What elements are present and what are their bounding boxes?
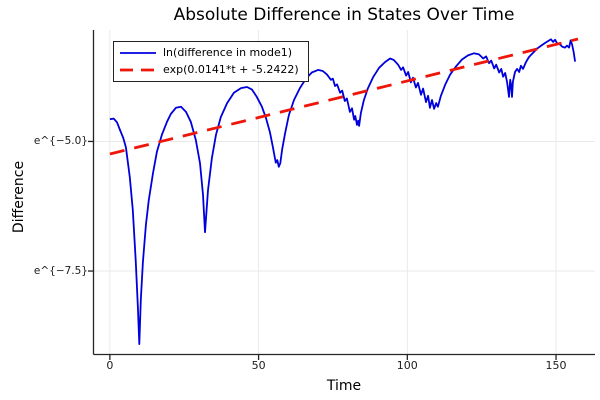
y-tick-label-e-7.5: e^{−7.5} bbox=[33, 265, 88, 278]
plot-title: Absolute Difference in States Over Time bbox=[173, 5, 515, 25]
x-tick-label-0: 0 bbox=[106, 359, 114, 372]
y-tick-label-e-5: e^{−5.0} bbox=[33, 135, 88, 148]
y-axis-label: Difference bbox=[11, 160, 27, 234]
x-tick-label-100: 100 bbox=[396, 359, 418, 372]
x-axis-label: Time bbox=[326, 378, 362, 394]
blue-line-swatch-icon bbox=[120, 51, 156, 54]
x-tick-label-150: 150 bbox=[545, 359, 567, 372]
legend: ln(difference in mode1) exp(0.0141*t + -… bbox=[113, 41, 309, 82]
legend-label-blue: ln(difference in mode1) bbox=[163, 46, 293, 59]
red-dashed-swatch-icon bbox=[120, 68, 156, 71]
legend-label-red: exp(0.0141*t + -5.2422) bbox=[163, 63, 299, 76]
legend-entry-blue: ln(difference in mode1) bbox=[119, 44, 303, 61]
legend-entry-red: exp(0.0141*t + -5.2422) bbox=[119, 61, 303, 78]
x-tick-label-50: 50 bbox=[251, 359, 266, 372]
